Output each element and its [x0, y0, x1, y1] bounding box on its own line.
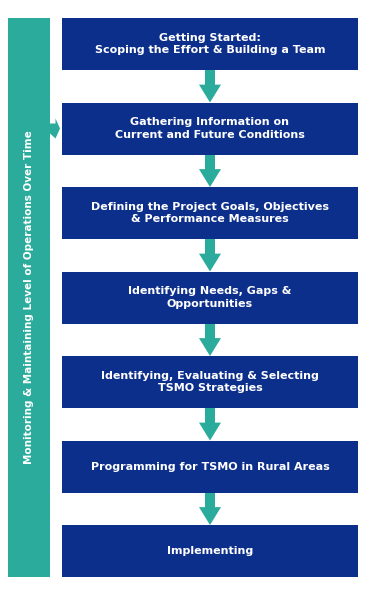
Bar — [62, 271, 358, 324]
Bar — [62, 440, 358, 493]
Bar — [62, 525, 358, 577]
Text: Gathering Information on
Current and Future Conditions: Gathering Information on Current and Fut… — [115, 117, 305, 140]
Bar — [62, 102, 358, 155]
Polygon shape — [199, 239, 221, 271]
Polygon shape — [199, 324, 221, 356]
Bar — [62, 356, 358, 408]
Text: Programming for TSMO in Rural Areas: Programming for TSMO in Rural Areas — [91, 462, 329, 471]
Text: Implementing: Implementing — [167, 546, 253, 556]
Text: Identifying, Evaluating & Selecting
TSMO Strategies: Identifying, Evaluating & Selecting TSMO… — [101, 371, 319, 393]
Polygon shape — [50, 118, 60, 139]
Text: Monitoring & Maintaining Level of Operations Over Time: Monitoring & Maintaining Level of Operat… — [24, 131, 34, 464]
Bar — [8, 18, 50, 577]
Polygon shape — [199, 155, 221, 187]
Polygon shape — [199, 408, 221, 440]
Text: Defining the Project Goals, Objectives
& Performance Measures: Defining the Project Goals, Objectives &… — [91, 202, 329, 224]
Bar — [62, 187, 358, 239]
Text: Identifying Needs, Gaps &
Opportunities: Identifying Needs, Gaps & Opportunities — [128, 286, 292, 309]
Polygon shape — [199, 70, 221, 102]
Polygon shape — [199, 493, 221, 525]
Text: Getting Started:
Scoping the Effort & Building a Team: Getting Started: Scoping the Effort & Bu… — [95, 33, 325, 55]
Bar — [62, 18, 358, 70]
